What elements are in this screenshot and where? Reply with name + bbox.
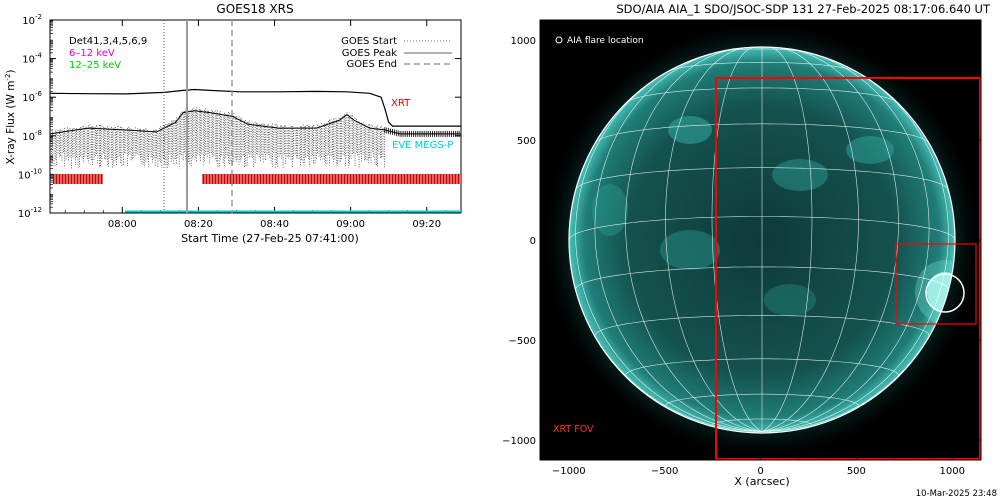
svg-text:X-ray Flux (W m-2): X-ray Flux (W m-2): [4, 69, 17, 164]
left-ylabel-text: X-ray Flux (W m: [5, 81, 17, 165]
left-y-tick-label: 10-10: [18, 167, 42, 181]
grid-longitude-line: [761, 47, 859, 432]
left-y-tick-label: 10-8: [22, 129, 42, 143]
right-y-tick-label: −500: [509, 336, 536, 347]
legend-left-6-12: 6–12 keV: [69, 48, 115, 59]
annotation-xrt: XRT: [391, 98, 411, 109]
left-x-tick-label: 08:00: [108, 219, 137, 230]
annotation-eve: EVE MEGS-P: [392, 140, 453, 151]
aia-legend-marker: [555, 36, 563, 44]
left-ylabel-end: ): [5, 69, 17, 73]
heliographic-grid: [569, 47, 955, 432]
left-xlabel: Start Time (27-Feb-25 07:41:00): [181, 232, 359, 245]
right-y-tick-label: 0: [530, 236, 536, 247]
left-y-tick-label: 10-2: [22, 13, 42, 27]
grid-longitude-line: [761, 51, 930, 432]
left-chart-title: GOES18 XRS: [216, 2, 293, 16]
left-y-tick-label: 10-12: [18, 206, 42, 220]
legend-goes-start: GOES Start: [341, 36, 397, 47]
legend-goes-end: GOES End: [347, 59, 397, 70]
right-y-tick-label: 500: [517, 136, 536, 147]
grid-longitude-line: [575, 66, 763, 432]
right-x-tick-label: 1000: [940, 466, 965, 477]
grid-longitude-line: [625, 48, 763, 432]
xrt-coverage-bar-1: [53, 174, 103, 184]
left-y-tick-label: 10-6: [22, 90, 42, 104]
right-x-tick-label: −500: [651, 466, 678, 477]
goes-short-series: [50, 110, 461, 135]
flare-location-circle: [925, 273, 965, 313]
solar-limb: [568, 46, 956, 434]
bright-region-2: [772, 159, 828, 191]
left-y-tick-label: 10-4: [22, 52, 42, 66]
right-chart-title: SDO/AIA AIA_1 SDO/JSOC-SDP 131 27-Feb-20…: [616, 2, 991, 16]
aia-image-panel: SDO/AIA AIA_1 SDO/JSOC-SDP 131 27-Feb-20…: [502, 2, 997, 499]
left-x-tick-label: 09:20: [412, 219, 441, 230]
grid-longitude-line: [594, 51, 763, 432]
flare-glow: [915, 260, 955, 324]
left-x-tick-label: 08:40: [260, 219, 289, 230]
goes-xrs-panel: GOES18 XRS X-ray Flux (W m-2) Start Time…: [4, 2, 462, 245]
left-ylabel-sup: -2: [4, 74, 12, 81]
bright-region-5: [592, 184, 628, 236]
right-x-tick-label: −1000: [552, 466, 586, 477]
legend-left-12-25: 12–25 keV: [69, 60, 121, 71]
xrt-fov-rect: [715, 77, 981, 460]
grid-longitude-line: [761, 47, 813, 432]
left-y-axis-label: X-ray Flux (W m-2): [4, 69, 17, 164]
xrt-coverage-bar-2: [202, 174, 461, 184]
right-y-tick-label: 1000: [511, 36, 536, 47]
right-y-tick-label: −1000: [502, 436, 536, 447]
xrt-coverage-bars: [53, 174, 461, 184]
bright-region-1: [668, 116, 712, 144]
right-x-tick-label: 0: [757, 466, 763, 477]
left-x-tick-label: 09:00: [336, 219, 365, 230]
xrt-bar-gaps: [54, 174, 461, 184]
legend-left-det: Det41,3,4,5,6,9: [69, 36, 147, 47]
legend-goes-peak: GOES Peak: [342, 48, 397, 59]
goes-long-series: [50, 88, 461, 127]
bright-region-3: [660, 230, 720, 270]
active-regions: [592, 116, 955, 324]
bright-region-6: [764, 284, 816, 316]
goes-noise-band: [50, 107, 461, 169]
right-timestamp: 10-Mar-2025 23:48: [916, 489, 997, 499]
aia-legend-text: AIA flare location: [567, 36, 644, 46]
goes-series: [50, 88, 461, 135]
bright-region-4: [846, 136, 894, 164]
right-axis-ticks: −1000 −500 0 500 1000 1000 500 0 −500 −1000: [502, 19, 981, 477]
left-x-tick-label: 08:20: [184, 219, 213, 230]
zoom-box-rect: [895, 243, 977, 325]
xrt-fov-label: XRT FOV: [553, 424, 594, 435]
grid-longitude-line: [761, 66, 949, 432]
right-x-tick-label: 500: [847, 466, 866, 477]
grid-longitude-line: [711, 47, 763, 432]
right-xlabel: X (arcsec): [734, 475, 789, 488]
